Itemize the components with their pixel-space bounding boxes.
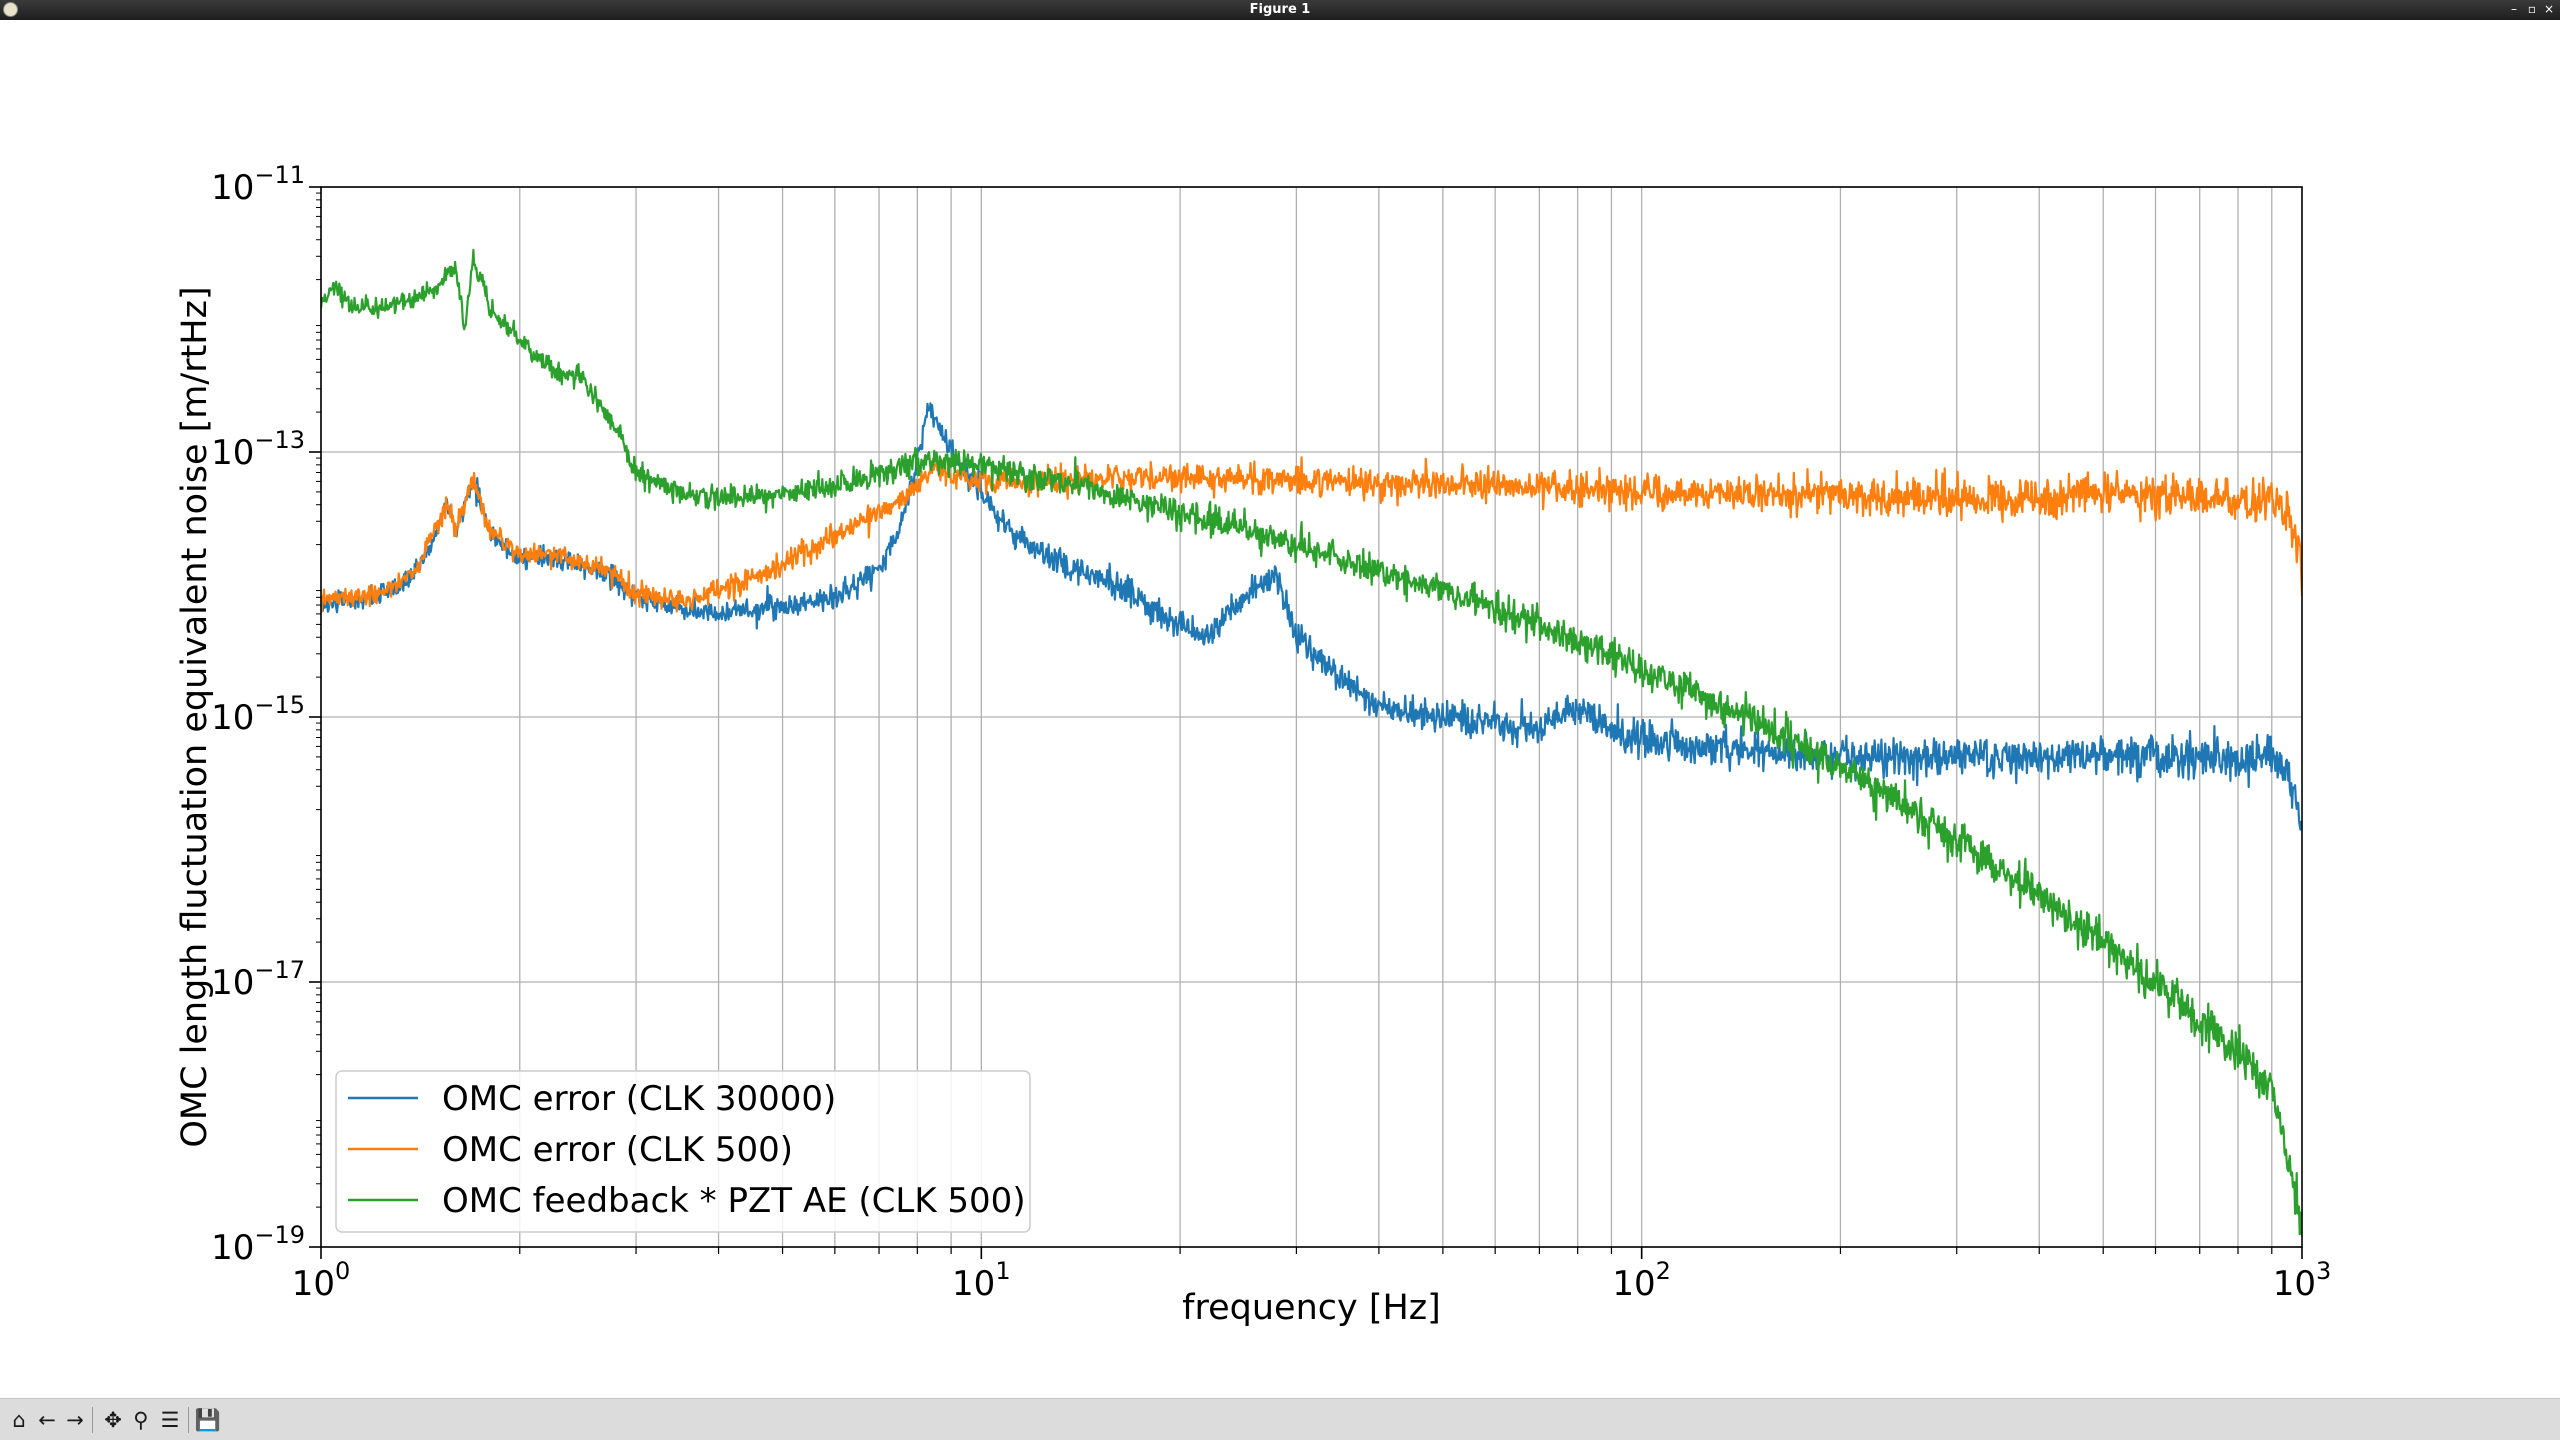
move-icon: ✥	[104, 1408, 122, 1432]
legend-label: OMC error (CLK 30000)	[442, 1079, 836, 1119]
sliders-icon: ☰	[161, 1408, 180, 1432]
floppy-disk-icon: 💾	[195, 1408, 221, 1433]
legend: OMC error (CLK 30000) OMC error (CLK 500)…	[336, 1071, 1030, 1232]
y-tick-label: 10−13	[211, 426, 305, 473]
configure-subplots-button[interactable]: ☰	[157, 1407, 183, 1433]
legend-label: OMC error (CLK 500)	[442, 1130, 793, 1170]
forward-button[interactable]: →	[62, 1407, 88, 1433]
x-tick-label: 103	[2273, 1257, 2332, 1304]
save-button[interactable]: 💾	[195, 1407, 221, 1433]
close-icon[interactable]: ×	[2541, 1, 2557, 18]
arrow-left-icon: ←	[38, 1408, 56, 1432]
x-tick-label: 102	[1612, 1257, 1671, 1304]
home-icon: ⌂	[12, 1408, 25, 1432]
figure-canvas[interactable]: 100 101 102 103 10−19 10−17 10−15 10−13 10−11 fre…	[0, 20, 2560, 1398]
chart: 100 101 102 103 10−19 10−17 10−15 10−13 10−11 fre…	[0, 20, 2560, 1398]
y-tick-label: 10−17	[211, 956, 305, 1003]
y-tick-label: 10−11	[211, 161, 305, 208]
navigation-toolbar: ⌂ ← → ✥ ⚲ ☰ 💾	[0, 1398, 2560, 1440]
toolbar-separator	[92, 1407, 93, 1433]
arrow-right-icon: →	[66, 1408, 84, 1432]
home-button[interactable]: ⌂	[6, 1407, 32, 1433]
pan-button[interactable]: ✥	[100, 1407, 126, 1433]
y-tick-label: 10−19	[211, 1221, 305, 1268]
maximize-icon[interactable]: ▫	[2524, 1, 2540, 18]
series-line-1	[321, 403, 2302, 829]
x-axis-label: frequency [Hz]	[1182, 1288, 1441, 1328]
window-titlebar: Figure 1 – ▫ ×	[0, 0, 2560, 20]
toolbar-separator	[188, 1407, 189, 1433]
legend-label: OMC feedback * PZT AE (CLK 500)	[442, 1181, 1026, 1221]
window-title: Figure 1	[0, 2, 2560, 17]
back-button[interactable]: ←	[34, 1407, 60, 1433]
x-tick-label: 101	[952, 1257, 1011, 1304]
x-tick-label: 100	[292, 1257, 351, 1304]
minimize-icon[interactable]: –	[2506, 1, 2522, 18]
y-tick-label: 10−15	[211, 691, 305, 738]
magnifier-icon: ⚲	[133, 1408, 148, 1432]
y-axis-label: OMC length fluctuation equivalent noise …	[175, 286, 215, 1147]
zoom-button[interactable]: ⚲	[128, 1407, 154, 1433]
